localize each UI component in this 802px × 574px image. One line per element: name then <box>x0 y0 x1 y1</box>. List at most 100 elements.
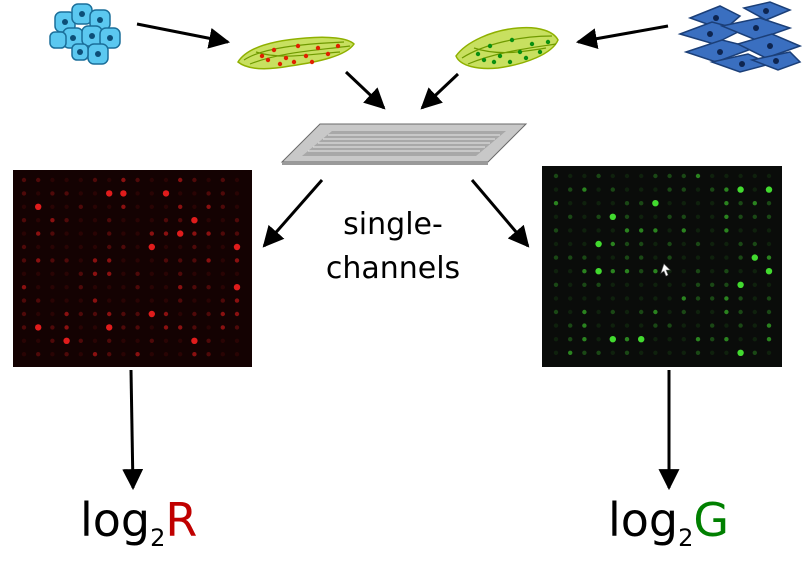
array-spot <box>568 350 573 355</box>
array-spot <box>50 231 55 236</box>
array-spot <box>220 258 225 263</box>
array-spot <box>92 218 98 223</box>
array-spot <box>667 337 672 342</box>
array-spot <box>234 204 240 209</box>
array-spot <box>766 255 772 260</box>
array-spot <box>667 296 672 301</box>
array-spot <box>553 228 559 233</box>
array-spot <box>596 255 601 260</box>
array-spot <box>695 350 701 355</box>
array-spot <box>681 241 686 247</box>
array-spot <box>710 282 715 287</box>
array-spot <box>163 325 169 330</box>
array-spot <box>553 296 559 301</box>
array-spot <box>234 352 240 357</box>
array-spot <box>64 298 69 303</box>
array-spot <box>220 352 225 357</box>
array-spot <box>107 177 112 183</box>
array-spot <box>553 241 559 247</box>
array-spot <box>178 285 183 290</box>
array-spot <box>596 173 601 179</box>
array-spot <box>610 350 615 355</box>
array-spot <box>78 325 84 330</box>
array-spot <box>752 241 757 247</box>
array-spot <box>553 201 559 206</box>
array-spot <box>710 187 715 192</box>
array-spot <box>752 269 757 274</box>
array-spot <box>667 173 672 179</box>
single-channels-caption: single- channels <box>318 203 468 291</box>
array-spot <box>206 204 211 209</box>
array-spot <box>191 217 198 224</box>
array-spot <box>752 296 757 301</box>
array-spot <box>163 258 169 263</box>
array-spot <box>92 311 98 317</box>
array-spot <box>234 231 240 236</box>
array-spot <box>64 311 69 317</box>
array-spot <box>163 352 169 357</box>
array-spot <box>121 325 126 330</box>
array-spot <box>121 338 126 343</box>
array-spot <box>752 173 757 179</box>
array-spot <box>710 269 715 274</box>
array-spot <box>21 231 27 236</box>
array-spot <box>149 258 154 263</box>
array-spot <box>695 173 701 179</box>
array-spot <box>724 228 729 233</box>
array-spot <box>21 244 27 250</box>
array-spot <box>220 177 225 183</box>
array-spot <box>36 231 41 236</box>
array-spot <box>149 338 154 343</box>
array-spot <box>234 177 240 183</box>
arrow-red-sample-to-slide <box>344 70 386 110</box>
array-spot <box>206 352 211 357</box>
array-spot <box>653 323 658 328</box>
array-spot <box>107 352 112 357</box>
array-spot <box>107 285 112 290</box>
array-spot <box>36 258 41 263</box>
array-spot <box>192 177 197 183</box>
array-spot <box>610 187 615 192</box>
array-spot <box>178 298 183 303</box>
array-spot <box>206 258 211 263</box>
array-spot <box>639 241 644 247</box>
log2r-subscript: 2 <box>150 524 166 552</box>
array-spot <box>639 282 644 287</box>
array-spot <box>582 201 587 206</box>
array-spot <box>21 311 27 317</box>
array-spot <box>610 296 615 301</box>
array-spot <box>220 244 225 250</box>
array-spot <box>582 350 587 355</box>
array-spot <box>596 214 601 219</box>
array-spot <box>135 191 140 196</box>
array-spot <box>568 323 573 328</box>
array-spot <box>178 177 183 183</box>
array-spot <box>64 352 69 357</box>
log2r-formula: log2R <box>80 497 197 550</box>
array-spot <box>92 271 98 276</box>
array-spot <box>752 282 757 287</box>
array-spot <box>206 271 211 276</box>
array-spot <box>106 324 113 331</box>
array-spot <box>35 203 42 210</box>
array-spot <box>135 338 140 343</box>
array-spot <box>568 309 573 315</box>
array-spot <box>639 214 644 219</box>
array-spot <box>92 285 98 290</box>
array-spot <box>234 338 240 343</box>
array-spot <box>724 309 729 315</box>
array-spot <box>582 323 587 328</box>
array-spot <box>234 325 240 330</box>
array-spot <box>149 191 154 196</box>
array-spot <box>568 337 573 342</box>
array-spot <box>710 350 715 355</box>
array-spot <box>78 311 84 317</box>
array-spot <box>568 201 573 206</box>
array-spot <box>724 241 729 247</box>
array-spot <box>178 244 183 250</box>
array-spot <box>582 228 587 233</box>
array-spot <box>710 255 715 260</box>
array-spot <box>233 284 241 291</box>
array-spot <box>64 325 69 330</box>
arrow-green-sample-to-slide <box>420 72 460 110</box>
